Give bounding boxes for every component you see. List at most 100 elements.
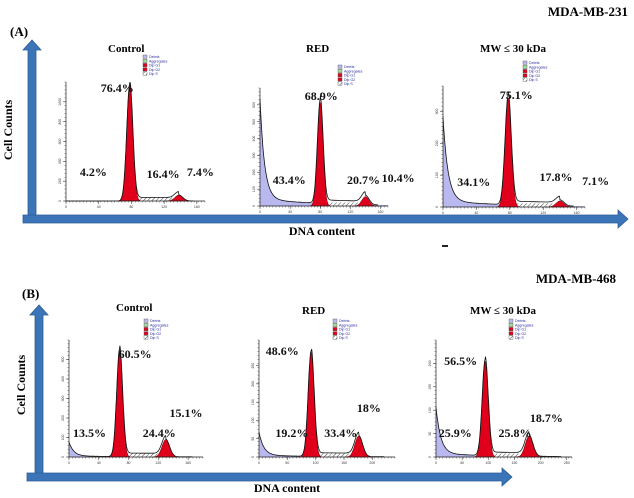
legend-swatch-dip-g1 bbox=[337, 73, 343, 78]
legend-swatch-dip-g2 bbox=[337, 77, 343, 82]
y-tick-label: 100 bbox=[251, 417, 255, 423]
y-tick-label: 200 bbox=[252, 169, 256, 175]
y-tick-label: 0 bbox=[61, 456, 65, 458]
legend-swatch-dip-g2 bbox=[142, 67, 148, 72]
y-tick-label: 250 bbox=[251, 363, 255, 369]
panel-label-a: (A) bbox=[10, 24, 28, 39]
g1-peak bbox=[496, 97, 520, 208]
percent-label-g2: 7.1% bbox=[582, 174, 609, 188]
x-tick-label: 80 bbox=[318, 210, 322, 214]
y-tick-label: 0 bbox=[428, 456, 432, 458]
x-axis-label-a: DNA content bbox=[289, 224, 355, 238]
legend-swatch-dip-s bbox=[337, 81, 343, 86]
y-tick-label: 600 bbox=[252, 102, 256, 108]
panel-title: RED bbox=[306, 43, 329, 55]
x-tick-label: 0 bbox=[259, 210, 261, 214]
panel-title: MW ≤ 30 kDa bbox=[470, 305, 537, 317]
y-tick-label: 100 bbox=[435, 172, 439, 178]
percent-label-g2: 7.4% bbox=[187, 165, 214, 179]
y-tick-label: 50 bbox=[428, 432, 432, 436]
x-tick-label: 40 bbox=[97, 205, 101, 209]
histogram-outline bbox=[68, 345, 193, 458]
x-tick-label: 40 bbox=[97, 461, 101, 465]
x-tick-label: 50 bbox=[460, 461, 464, 465]
percent-label-s: 20.7% bbox=[347, 173, 380, 187]
legend-label: Dip G2 bbox=[150, 332, 161, 336]
x-tick-label: 160 bbox=[378, 210, 384, 214]
percent-label-g1: 56.5% bbox=[444, 354, 477, 368]
histogram-outline bbox=[259, 95, 378, 206]
histogram-outline bbox=[258, 348, 385, 458]
legend-swatch-debris bbox=[332, 318, 338, 323]
y-tick-label: 200 bbox=[61, 415, 65, 421]
y-tick-label: 100 bbox=[252, 186, 256, 192]
percent-label-debris: 34.1% bbox=[457, 175, 490, 189]
x-tick-label: 160 bbox=[185, 461, 191, 465]
percent-label-g1: 60.5% bbox=[119, 347, 152, 361]
legend-swatch-aggregates bbox=[337, 68, 343, 73]
y-axis-label-b: Cell Counts bbox=[14, 355, 28, 416]
panel-title: Control bbox=[108, 43, 144, 55]
legend-label: Dip G2 bbox=[344, 78, 355, 82]
legend-label: Dip G2 bbox=[149, 68, 160, 72]
percent-label-g2: 18.7% bbox=[530, 411, 563, 425]
percent-label-debris: 43.4% bbox=[273, 173, 306, 187]
y-tick-label: 500 bbox=[252, 119, 256, 125]
y-tick-label: 0 bbox=[58, 200, 62, 202]
x-tick-label: 250 bbox=[564, 461, 570, 465]
y-tick-label: 50 bbox=[251, 437, 255, 441]
x-axis-arrow bbox=[22, 209, 629, 229]
x-tick-label: 0 bbox=[65, 205, 67, 209]
x-tick-label: 200 bbox=[538, 461, 544, 465]
y-tick-label: 0 bbox=[252, 205, 256, 207]
x-tick-label: 150 bbox=[512, 461, 518, 465]
percent-label-g1: 76.4% bbox=[101, 81, 134, 95]
legend-label: Dip G1 bbox=[344, 74, 355, 78]
y-tick-label: 150 bbox=[428, 384, 432, 390]
percent-label-g1: 48.6% bbox=[266, 344, 299, 358]
percent-label-s: 25.8% bbox=[499, 426, 532, 440]
panel-label-b: (B) bbox=[22, 286, 39, 301]
g1-peak bbox=[109, 348, 130, 458]
legend-label: Debris bbox=[344, 65, 355, 69]
legend-label: Aggregates bbox=[344, 69, 363, 73]
legend-label: Aggregates bbox=[529, 65, 548, 69]
legend-swatch-dip-g2 bbox=[332, 331, 338, 336]
x-tick-label: 160 bbox=[194, 205, 200, 209]
x-tick-label: 120 bbox=[540, 211, 546, 215]
y-tick-label: 200 bbox=[428, 360, 432, 366]
y-tick-label: 0 bbox=[435, 206, 439, 208]
x-tick-label: 200 bbox=[369, 461, 375, 465]
percent-label-s: 16.4% bbox=[147, 167, 180, 181]
y-tick-label: 200 bbox=[58, 178, 62, 184]
axis-arrows-a bbox=[22, 39, 629, 229]
percent-label-g2: 15.1% bbox=[170, 406, 203, 420]
debris-area bbox=[443, 116, 585, 207]
s-phase-area bbox=[119, 453, 166, 457]
y-tick-label: 600 bbox=[58, 139, 62, 145]
legend-swatch-dip-s bbox=[143, 335, 149, 340]
legend-swatch-aggregates bbox=[522, 64, 528, 69]
legend-swatch-debris bbox=[508, 318, 514, 323]
y-tick-label: 100 bbox=[61, 435, 65, 441]
x-tick-label: 80 bbox=[127, 461, 131, 465]
legend-swatch-dip-s bbox=[522, 77, 528, 82]
x-tick-label: 0 bbox=[435, 461, 437, 465]
g1-peak bbox=[118, 83, 141, 202]
x-tick-label: 50 bbox=[285, 461, 289, 465]
legend-swatch-aggregates bbox=[143, 323, 149, 327]
y-tick-label: 0 bbox=[251, 456, 255, 458]
g2-peak bbox=[352, 196, 378, 207]
y-tick-label: 800 bbox=[58, 119, 62, 125]
legend-swatch-debris bbox=[337, 64, 343, 69]
x-tick-label: 80 bbox=[508, 211, 512, 215]
axis-arrows-b bbox=[26, 304, 513, 487]
percent-label-debris: 19.2% bbox=[275, 426, 308, 440]
panel-title: RED bbox=[302, 305, 325, 317]
legend-swatch-dip-g2 bbox=[508, 331, 514, 336]
